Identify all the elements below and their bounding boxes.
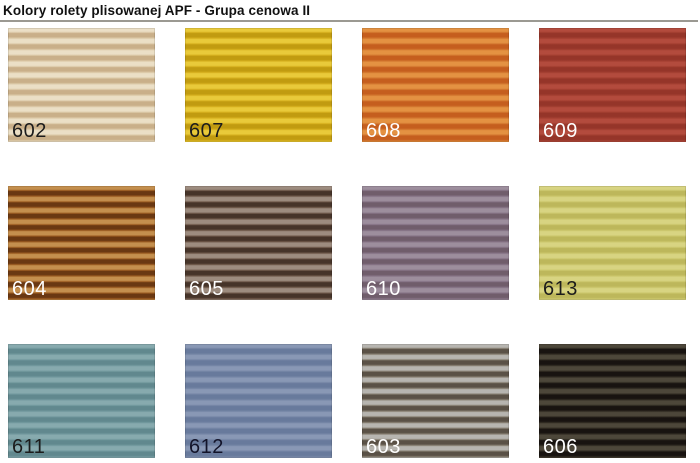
color-swatch: 612 bbox=[185, 344, 332, 458]
swatch-code-label: 607 bbox=[189, 120, 224, 142]
color-swatch: 611 bbox=[8, 344, 155, 458]
swatch-code-label: 606 bbox=[543, 436, 578, 458]
swatch-code-label: 604 bbox=[12, 278, 47, 300]
color-swatch: 610 bbox=[362, 186, 509, 300]
page-title: Kolory rolety plisowanej APF - Grupa cen… bbox=[3, 3, 311, 18]
color-swatch: 608 bbox=[362, 28, 509, 142]
swatch-code-label: 602 bbox=[12, 120, 47, 142]
swatch-grid: 602 607 608 609 604 605 610 613 611 612 … bbox=[8, 28, 686, 458]
swatch-code-label: 603 bbox=[366, 436, 401, 458]
color-swatch: 607 bbox=[185, 28, 332, 142]
swatch-code-label: 610 bbox=[366, 278, 401, 300]
swatch-code-label: 612 bbox=[189, 436, 224, 458]
color-swatch: 606 bbox=[539, 344, 686, 458]
color-swatch: 603 bbox=[362, 344, 509, 458]
color-swatch: 609 bbox=[539, 28, 686, 142]
swatch-code-label: 611 bbox=[12, 436, 46, 458]
color-swatch: 602 bbox=[8, 28, 155, 142]
swatch-code-label: 613 bbox=[543, 278, 578, 300]
swatch-code-label: 605 bbox=[189, 278, 224, 300]
title-divider bbox=[0, 20, 698, 22]
swatch-code-label: 608 bbox=[366, 120, 401, 142]
color-swatch: 605 bbox=[185, 186, 332, 300]
color-swatch: 613 bbox=[539, 186, 686, 300]
swatch-code-label: 609 bbox=[543, 120, 578, 142]
color-swatch: 604 bbox=[8, 186, 155, 300]
